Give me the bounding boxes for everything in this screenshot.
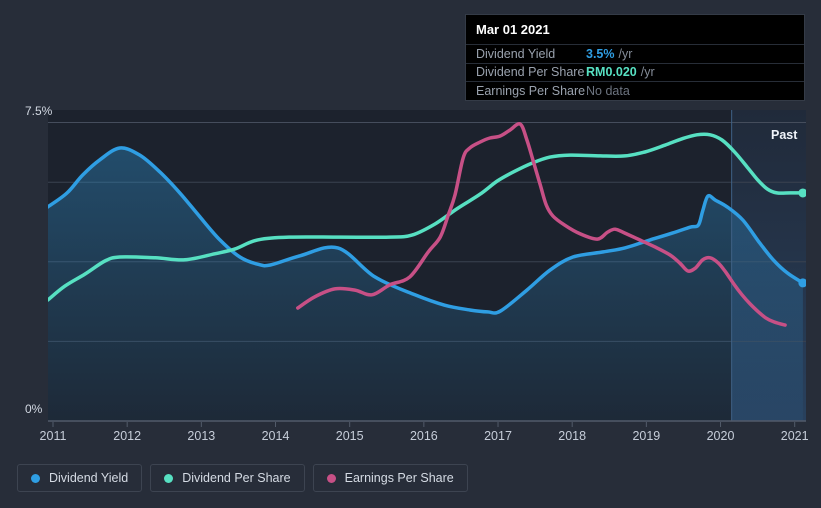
legend-item-dividend-per-share[interactable]: Dividend Per Share [150,464,305,492]
series-end-dot-dividend-yield [798,278,806,288]
legend-label: Dividend Per Share [182,471,291,485]
tooltip-label: Earnings Per Share [476,83,586,98]
legend-dot-teal [164,473,174,483]
chart-plot-area[interactable] [48,110,806,428]
legend-item-earnings-per-share[interactable]: Earnings Per Share [312,464,468,492]
x-tick-label-2013: 2013 [187,429,216,443]
tooltip-value: RM0.020 [586,65,637,80]
chart-legend: Dividend Yield Dividend Per Share Earnin… [17,464,468,492]
series-end-dot-dividend-per-share [798,188,806,198]
x-tick-label-2019: 2019 [632,429,661,443]
x-tick-label-2015: 2015 [335,429,364,443]
tooltip-label: Dividend Yield [476,46,556,61]
area-fill-dividend-yield [48,147,803,421]
x-tick-label-2011: 2011 [39,429,67,443]
y-axis-label-min: 0% [25,402,43,416]
legend-label: Dividend Yield [49,471,129,485]
x-tick-label-2021: 2021 [780,429,809,443]
x-tick-label-2018: 2018 [558,429,587,443]
tooltip-value: 3.5% [586,46,615,61]
legend-dot-pink [326,473,336,483]
series-line-dividend-per-share [48,132,805,302]
tooltip-suffix: /yr [618,46,633,61]
past-label: Past [771,128,798,142]
tooltip-value: No data [586,83,630,98]
series-line-dividend-yield [48,146,805,315]
series-line-earnings-per-share [296,122,787,327]
tooltip-date: Mar 01 2021 [476,22,550,37]
x-tick-label-2012: 2012 [113,429,142,443]
x-tick-label-2020: 2020 [706,429,735,443]
legend-label: Earnings Per Share [344,471,454,485]
tooltip-row-dividend-per-share: Dividend Per Share RM0.020 /yr [466,62,804,82]
legend-dot-blue [31,473,40,483]
y-axis-label-max: 7.5% [25,104,53,118]
tooltip-row-earnings-per-share: Earnings Per Share No data [466,81,804,100]
x-tick-label-2014: 2014 [261,429,290,443]
tooltip-suffix: /yr [640,65,655,80]
legend-item-dividend-yield[interactable]: Dividend Yield [17,464,143,492]
tooltip-label: Dividend Per Share [476,65,585,80]
x-tick-label-2016: 2016 [409,429,438,443]
x-tick-label-2017: 2017 [484,429,512,443]
chart-tooltip: Mar 01 2021 Dividend Yield 3.5% /yr Divi… [465,14,805,101]
tooltip-row-dividend-yield: Dividend Yield 3.5% /yr [466,44,804,63]
